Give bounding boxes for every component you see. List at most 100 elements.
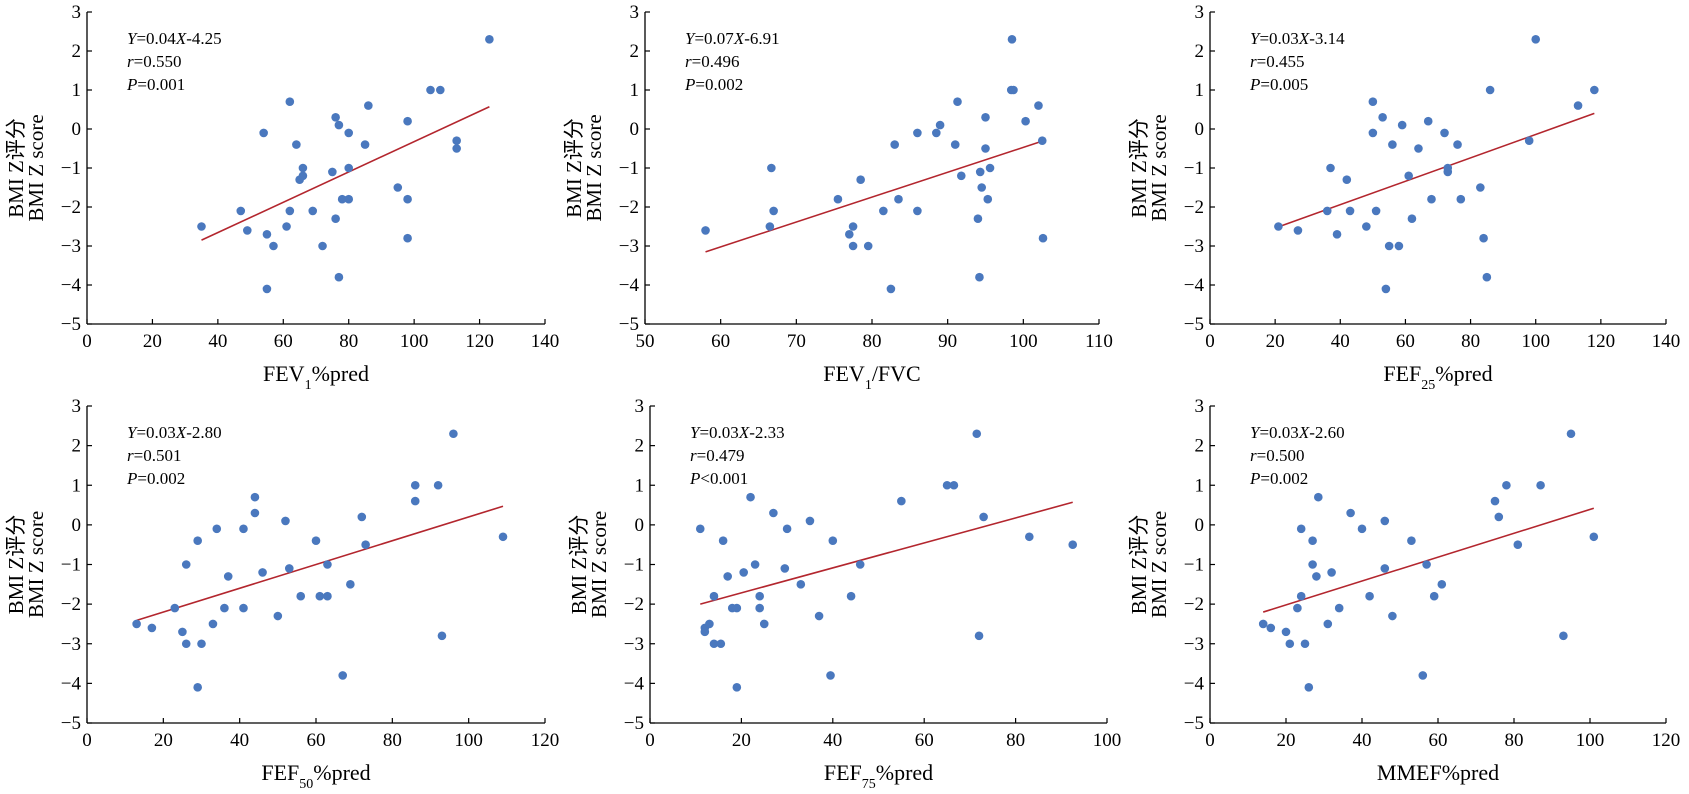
x-tick-label: 100	[400, 331, 429, 352]
y-tick-label: −4	[61, 673, 82, 694]
data-point	[1021, 116, 1030, 126]
regression-annotation: Y=0.04X-4.25	[127, 29, 222, 48]
data-point	[239, 524, 248, 534]
data-point	[452, 136, 461, 145]
data-point	[1304, 683, 1314, 692]
data-point	[273, 611, 283, 621]
data-point	[879, 206, 888, 216]
data-point	[328, 167, 337, 177]
regression-annotation: r=0.550	[127, 52, 181, 71]
x-tick-label: 140	[531, 331, 560, 352]
x-tick-label: 140	[1652, 331, 1681, 352]
data-point	[344, 128, 354, 138]
x-axis-label: MMEF%pred	[1377, 760, 1499, 785]
data-point	[410, 480, 420, 490]
data-point	[974, 631, 984, 641]
y-tick-label: 3	[630, 2, 640, 23]
data-point	[1536, 480, 1545, 490]
data-point	[250, 492, 260, 502]
regression-line	[705, 139, 1047, 253]
data-point	[1378, 113, 1387, 122]
data-point	[170, 603, 180, 613]
data-point	[897, 496, 906, 506]
data-point	[212, 524, 222, 534]
x-tick-label: 80	[383, 730, 402, 751]
data-point	[1407, 536, 1416, 546]
data-point	[1025, 532, 1034, 542]
data-point	[1296, 591, 1306, 601]
regression-line	[1278, 112, 1595, 228]
data-point	[1327, 568, 1336, 577]
data-point	[826, 671, 835, 680]
data-point	[403, 194, 412, 204]
data-point	[1296, 524, 1306, 534]
regression-annotation: r=0.455	[1250, 52, 1304, 71]
data-point	[208, 619, 218, 629]
data-point	[296, 591, 306, 601]
data-point	[433, 480, 443, 490]
data-point	[223, 572, 233, 581]
y-tick-label: 3	[72, 2, 82, 23]
y-axis-label-cn: BMI Z评分	[567, 515, 591, 615]
x-tick-label: 100	[1009, 331, 1038, 352]
y-tick-label: −1	[61, 158, 81, 179]
regression-annotation: P=0.005	[1249, 75, 1308, 94]
regression-line	[136, 505, 504, 622]
y-tick-label: −5	[61, 713, 81, 734]
y-axis-label-cn: BMI Z评分	[4, 118, 28, 218]
data-point	[985, 163, 995, 173]
data-point	[732, 683, 742, 692]
data-point	[1524, 136, 1534, 145]
x-tick-label: 40	[230, 730, 249, 751]
y-tick-label: −2	[61, 594, 81, 615]
y-tick-label: 2	[635, 436, 645, 457]
data-point	[318, 241, 327, 251]
regression-annotation: Y=0.03X-3.14	[1250, 29, 1345, 48]
data-point	[193, 683, 202, 692]
data-point	[357, 512, 367, 522]
data-point	[767, 163, 776, 173]
y-tick-label: 0	[630, 119, 640, 140]
regression-annotation: P=0.002	[684, 75, 743, 94]
data-point	[344, 194, 354, 204]
data-point	[250, 508, 260, 518]
data-point	[1371, 206, 1381, 216]
data-point	[344, 163, 354, 173]
data-point	[1357, 524, 1367, 534]
y-tick-label: −3	[624, 634, 644, 655]
regression-line	[1262, 507, 1595, 613]
data-point	[393, 183, 403, 192]
x-tick-label: 0	[1205, 331, 1215, 352]
x-tick-label: 40	[1353, 730, 1372, 751]
data-point	[709, 639, 719, 649]
data-point	[833, 194, 843, 204]
data-point	[1312, 572, 1321, 581]
data-point	[1266, 623, 1276, 633]
data-point	[243, 226, 252, 235]
y-tick-label: −2	[1184, 594, 1204, 615]
data-point	[932, 128, 941, 138]
data-point	[498, 532, 508, 542]
x-tick-label: 60	[915, 730, 934, 751]
data-point	[337, 194, 347, 204]
data-point	[426, 85, 435, 95]
data-point	[855, 560, 865, 569]
y-tick-label: −2	[1184, 197, 1204, 218]
data-point	[1590, 85, 1599, 95]
data-point	[292, 140, 301, 149]
y-tick-label: 1	[72, 80, 82, 101]
x-tick-label: 120	[531, 730, 560, 751]
x-tick-label: 0	[1205, 730, 1215, 751]
x-axis-label: FEV1%pred	[263, 361, 369, 393]
data-point	[705, 619, 714, 629]
data-point	[269, 241, 278, 251]
data-point	[913, 206, 922, 216]
x-tick-label: 20	[732, 730, 751, 751]
y-tick-label: 1	[1195, 475, 1205, 496]
regression-annotation: r=0.479	[690, 446, 744, 465]
data-point	[360, 140, 370, 149]
data-point	[403, 233, 412, 243]
